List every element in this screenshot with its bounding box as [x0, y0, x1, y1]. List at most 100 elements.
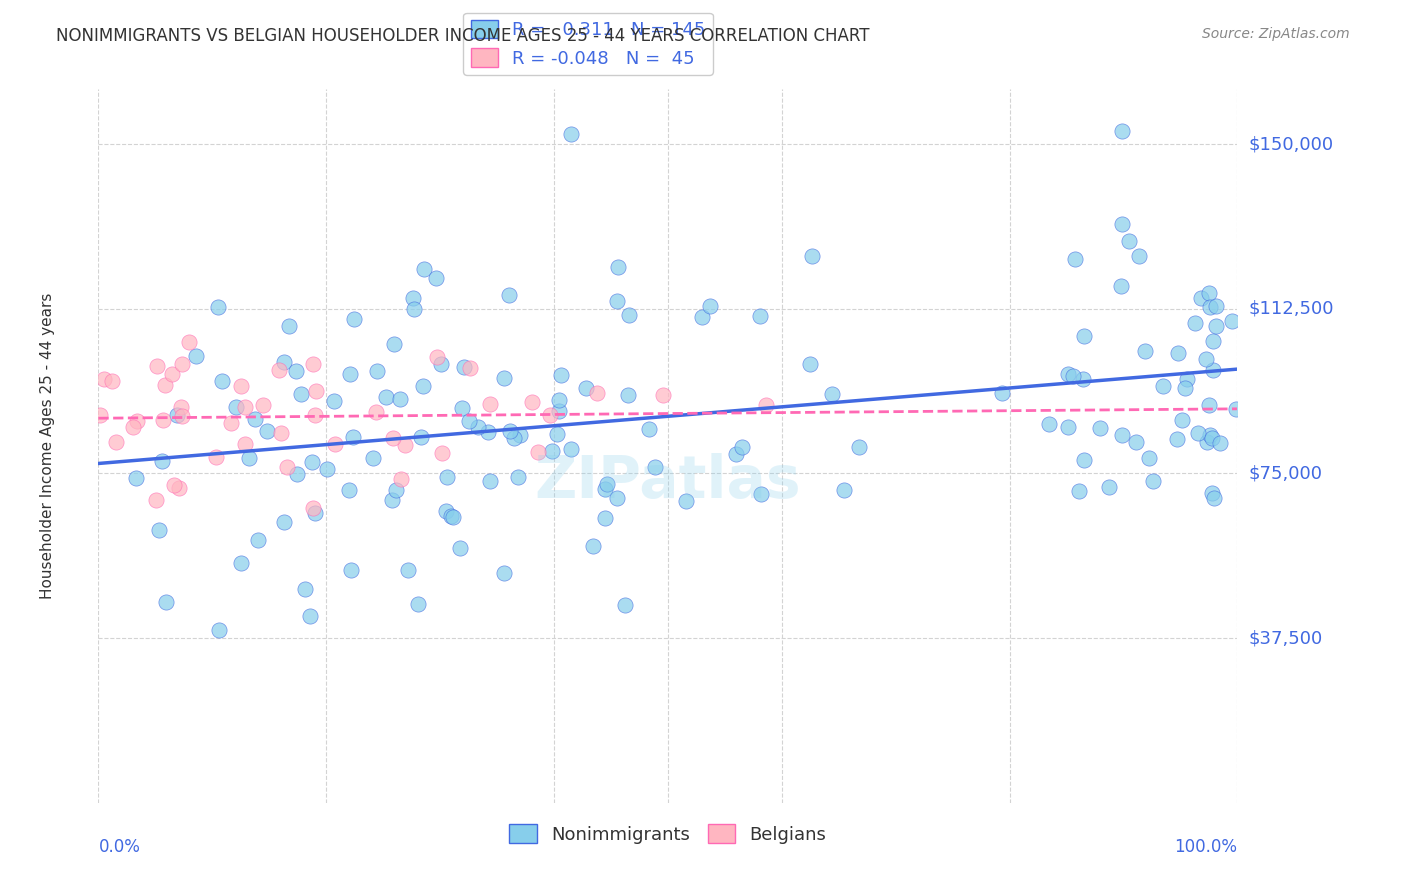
Point — [381, 493, 404, 508]
Point — [155, 378, 177, 392]
Point — [238, 451, 260, 466]
Point — [1057, 367, 1080, 381]
Point — [389, 392, 412, 406]
Point — [316, 462, 339, 476]
Point — [1111, 217, 1133, 231]
Point — [105, 434, 128, 449]
Point — [243, 411, 266, 425]
Point — [1067, 484, 1090, 499]
Point — [406, 597, 429, 611]
Text: $75,000: $75,000 — [1249, 465, 1323, 483]
Point — [832, 483, 855, 498]
Point — [252, 398, 274, 412]
Point — [127, 414, 149, 428]
Point — [451, 401, 474, 415]
Point — [299, 609, 322, 624]
Point — [208, 623, 231, 637]
Point — [89, 408, 111, 422]
Point — [385, 483, 408, 498]
Point — [479, 397, 502, 411]
Point — [1073, 453, 1095, 467]
Point — [550, 368, 572, 382]
Point — [1209, 435, 1232, 450]
Point — [337, 483, 360, 497]
Point — [731, 440, 754, 454]
Point — [1111, 279, 1133, 293]
Point — [1170, 413, 1192, 427]
Point — [749, 310, 772, 324]
Point — [267, 363, 290, 377]
Point — [675, 493, 697, 508]
Point — [593, 482, 616, 496]
Point — [233, 436, 256, 450]
Point — [1057, 419, 1080, 434]
Point — [184, 349, 207, 363]
Point — [301, 455, 323, 469]
Point — [1201, 486, 1223, 500]
Point — [1118, 234, 1140, 248]
Point — [1166, 432, 1188, 446]
Point — [638, 422, 661, 436]
Point — [343, 311, 366, 326]
Point — [582, 539, 605, 553]
Point — [301, 357, 323, 371]
Point — [402, 291, 425, 305]
Point — [339, 563, 361, 577]
Point — [207, 300, 229, 314]
Point — [1205, 319, 1227, 334]
Point — [458, 361, 481, 376]
Point — [479, 475, 502, 489]
Point — [270, 425, 292, 440]
Point — [799, 357, 821, 371]
Point — [560, 442, 582, 457]
Point — [1133, 344, 1156, 359]
Point — [492, 370, 515, 384]
Point — [172, 357, 194, 371]
Point — [1205, 299, 1227, 313]
Legend: Nonimmigrants, Belgians: Nonimmigrants, Belgians — [502, 817, 834, 851]
Point — [1137, 450, 1160, 465]
Point — [755, 398, 778, 412]
Point — [169, 400, 191, 414]
Point — [231, 556, 253, 570]
Point — [162, 367, 184, 381]
Point — [749, 487, 772, 501]
Point — [150, 454, 173, 468]
Point — [273, 515, 295, 529]
Point — [498, 288, 520, 302]
Point — [425, 271, 447, 285]
Point — [1198, 398, 1220, 412]
Point — [1184, 316, 1206, 330]
Point — [1175, 371, 1198, 385]
Point — [586, 386, 609, 401]
Point — [1167, 346, 1189, 360]
Point — [821, 386, 844, 401]
Point — [520, 395, 543, 409]
Point — [125, 471, 148, 485]
Point — [167, 481, 190, 495]
Point — [453, 359, 475, 374]
Point — [429, 357, 451, 371]
Point — [179, 334, 201, 349]
Point — [430, 445, 453, 459]
Point — [205, 450, 228, 464]
Point — [1195, 435, 1218, 450]
Point — [290, 387, 312, 401]
Text: $150,000: $150,000 — [1249, 135, 1333, 153]
Point — [1202, 363, 1225, 377]
Point — [725, 446, 748, 460]
Point — [305, 384, 328, 398]
Point — [614, 598, 637, 612]
Point — [304, 506, 326, 520]
Point — [1220, 314, 1243, 328]
Point — [575, 380, 598, 394]
Point — [596, 476, 619, 491]
Point — [278, 319, 301, 334]
Point — [412, 379, 434, 393]
Point — [492, 566, 515, 581]
Point — [1199, 300, 1222, 314]
Point — [148, 523, 170, 537]
Point — [1152, 379, 1174, 393]
Point — [426, 350, 449, 364]
Point — [93, 372, 115, 386]
